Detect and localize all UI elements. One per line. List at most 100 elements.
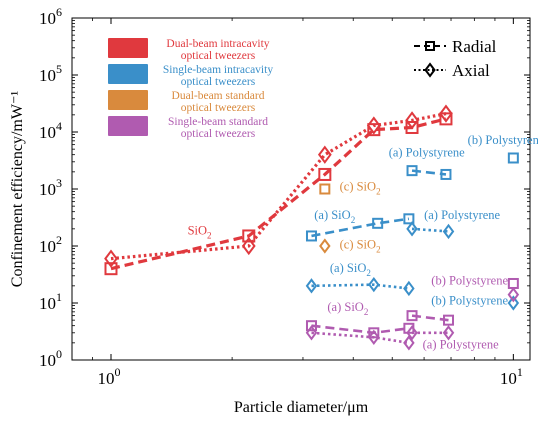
- y-axis-label: Confinement efficiency/mW⁻¹: [9, 91, 26, 288]
- data-series: [406, 310, 455, 326]
- square-marker: [305, 230, 317, 242]
- square-marker: [405, 120, 419, 134]
- diamond-marker: [319, 238, 331, 254]
- data-series: [507, 287, 520, 303]
- square-marker: [425, 41, 435, 51]
- diamond-marker: [507, 295, 520, 311]
- diamond-marker: [403, 280, 415, 297]
- diamond-marker: [442, 223, 455, 240]
- data-annotation: (a) SiO2: [330, 261, 371, 278]
- data-series: [305, 276, 415, 297]
- series-line: [411, 227, 449, 233]
- square-marker: [507, 277, 519, 289]
- legend-label: Axial: [452, 61, 490, 80]
- square-marker: [305, 320, 317, 332]
- data-annotation: (b) Polystyrene: [431, 274, 508, 288]
- x-tick-label: 100: [97, 365, 120, 388]
- diamond-marker: [241, 236, 256, 256]
- data-annotation: (a) SiO2: [327, 300, 368, 317]
- y-tick-label: 104: [39, 119, 62, 142]
- square-marker: [104, 262, 118, 276]
- data-annotation: (a) SiO2: [314, 208, 355, 225]
- legend-swatch: [108, 64, 148, 84]
- legend-swatch: [108, 38, 148, 58]
- data-annotation: (a) Polystyrene: [424, 208, 500, 222]
- diamond-marker: [317, 145, 332, 164]
- series-line: [411, 314, 449, 322]
- series-layer: [104, 104, 520, 351]
- diamond-marker: [305, 278, 318, 294]
- data-annotation: (c) SiO2: [340, 238, 381, 255]
- square-marker: [319, 183, 331, 195]
- data-series: [507, 277, 519, 289]
- data-series: [507, 152, 519, 164]
- data-series: [104, 112, 453, 276]
- diamond-marker: [366, 116, 381, 135]
- data-series: [305, 325, 415, 351]
- legend-label-line1: Single-beam standard: [168, 116, 268, 128]
- square-marker: [443, 314, 455, 326]
- legend-label-line2: optical tweezers: [181, 50, 256, 62]
- diamond-marker: [406, 221, 418, 237]
- legend-label-line2: optical tweezers: [181, 128, 256, 140]
- y-tick-label: 101: [39, 290, 62, 313]
- data-series: [406, 165, 452, 180]
- square-marker: [406, 165, 418, 177]
- square-marker: [440, 168, 452, 180]
- series-line: [311, 283, 410, 290]
- data-annotation: (b) Polystyrene: [431, 293, 508, 307]
- legend-label-line1: Single-beam intracavity: [163, 64, 273, 76]
- diamond-marker: [406, 325, 418, 341]
- data-annotation: SiO2: [188, 223, 212, 240]
- y-tick-label: 106: [39, 5, 62, 28]
- y-tick-label: 103: [39, 176, 62, 199]
- legend-label: Radial: [452, 37, 497, 56]
- legend-entry-marker: Radial: [414, 37, 497, 56]
- data-series: [406, 221, 455, 240]
- y-tick-label: 105: [39, 62, 62, 85]
- axes-layer: 100 101 102 103 104 105 106 100 101: [39, 5, 530, 388]
- square-marker: [372, 217, 384, 229]
- data-annotation: (a) Polystyrene: [423, 337, 499, 351]
- square-marker: [406, 310, 418, 322]
- series-line: [110, 117, 447, 271]
- square-marker: [507, 152, 519, 164]
- data-series: [104, 104, 453, 268]
- series-line: [311, 331, 410, 345]
- legend-label-line1: Dual-beam standard: [172, 90, 265, 102]
- annotation-layer: SiO2 (c) SiO2 (c) SiO2 (a) Polystyrene (b) P…: [188, 133, 538, 352]
- series-line: [110, 112, 447, 261]
- data-annotation: (c) SiO2: [340, 179, 381, 196]
- x-tick-label: 101: [500, 365, 523, 388]
- diamond-marker: [305, 325, 318, 341]
- series-line: [411, 169, 447, 176]
- data-annotation: (b) Polystyrene: [468, 133, 538, 147]
- series-line: [311, 217, 410, 238]
- series-line: [311, 324, 410, 335]
- y-tick-label: 102: [39, 233, 62, 256]
- square-marker: [439, 112, 453, 126]
- diamond-marker: [507, 287, 520, 303]
- data-series: [319, 183, 331, 195]
- diamond-marker: [403, 335, 415, 351]
- diamond-marker: [405, 111, 419, 130]
- legend-swatch: [108, 116, 148, 136]
- y-tick-label: 100: [39, 347, 62, 370]
- legend-swatch: [108, 90, 148, 110]
- square-marker: [403, 213, 415, 225]
- data-series: [319, 238, 331, 254]
- legend-entry-marker: Axial: [414, 61, 490, 80]
- data-series: [507, 295, 520, 311]
- legend-label-line1: Dual-beam intracavity: [166, 38, 269, 50]
- x-axis-label: Particle diameter/μm: [234, 399, 369, 416]
- data-series: [305, 213, 415, 242]
- diamond-marker: [368, 329, 380, 345]
- square-marker: [318, 167, 332, 181]
- diamond-marker: [424, 62, 436, 78]
